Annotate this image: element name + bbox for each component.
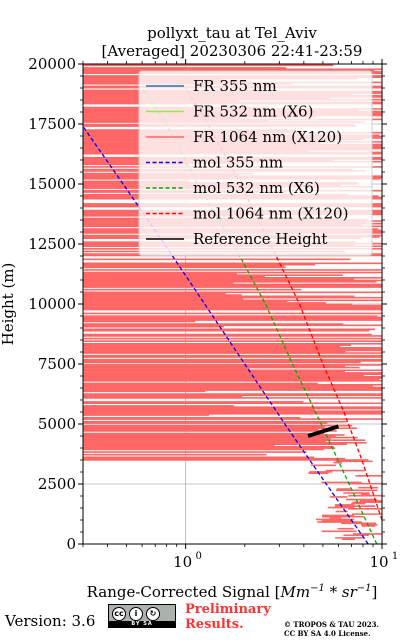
legend-label: mol 1064 nm (X120) <box>193 205 348 223</box>
y-tick-label: 7500 <box>38 355 76 373</box>
y-tick-label: 15000 <box>28 175 76 193</box>
y-tick-label: 2500 <box>38 475 76 493</box>
preliminary-line-2: Results. <box>185 617 244 632</box>
cc-license-badge: cc i ↻ BY SA <box>108 604 176 628</box>
series-mol-355-nm <box>83 126 369 544</box>
x-axis-label: Range-Corrected Signal [Mm−1 * sr−1] <box>87 583 378 600</box>
x-tick-exponent: 1 <box>392 551 398 562</box>
y-axis-label: Height (m) <box>0 263 17 346</box>
x-tick-exponent: 0 <box>195 551 201 562</box>
chart: pollyxt_tau at Tel_Aviv [Averaged] 20230… <box>0 24 398 600</box>
cc-badge-text: BY SA <box>109 621 175 627</box>
legend-label: mol 355 nm <box>193 154 283 172</box>
by-icon: i <box>129 607 143 621</box>
copyright-line-2: CC BY SA 4.0 License. <box>284 629 371 638</box>
legend-label: FR 1064 nm (X120) <box>193 128 342 146</box>
y-tick-label: 0 <box>66 535 76 553</box>
legend-label: FR 355 nm <box>193 77 277 95</box>
legend-label: mol 532 nm (X6) <box>193 179 320 197</box>
legend-label: Reference Height <box>193 230 327 248</box>
y-tick-label: 17500 <box>28 115 76 133</box>
y-tick-label: 5000 <box>38 415 76 433</box>
y-tick-label: 20000 <box>28 55 76 73</box>
chart-subtitle: [Averaged] 20230306 22:41-23:59 <box>102 42 363 60</box>
legend-label: FR 532 nm (X6) <box>193 103 313 121</box>
cc-icon: cc <box>112 607 126 621</box>
x-tick-label: 10 <box>369 553 388 571</box>
preliminary-line-1: Preliminary <box>185 602 271 617</box>
sa-icon: ↻ <box>146 607 160 621</box>
y-tick-label: 10000 <box>28 295 76 313</box>
y-tick-label: 12500 <box>28 235 76 253</box>
series-reference-height <box>307 424 340 438</box>
chart-title: pollyxt_tau at Tel_Aviv <box>147 24 317 42</box>
legend-box <box>138 70 373 256</box>
preliminary-notice: Preliminary Results. <box>185 602 271 632</box>
x-tick-label: 10 <box>173 553 192 571</box>
copyright-notice: © TROPOS & TAU 2023. CC BY SA 4.0 Licens… <box>284 620 379 638</box>
copyright-line-1: © TROPOS & TAU 2023. <box>284 620 379 629</box>
plot-area: 0250050007500100001250015000175002000010… <box>28 55 398 571</box>
series-mol-532-nm-x6 <box>141 87 378 544</box>
version-label: Version: 3.6 <box>5 612 96 630</box>
